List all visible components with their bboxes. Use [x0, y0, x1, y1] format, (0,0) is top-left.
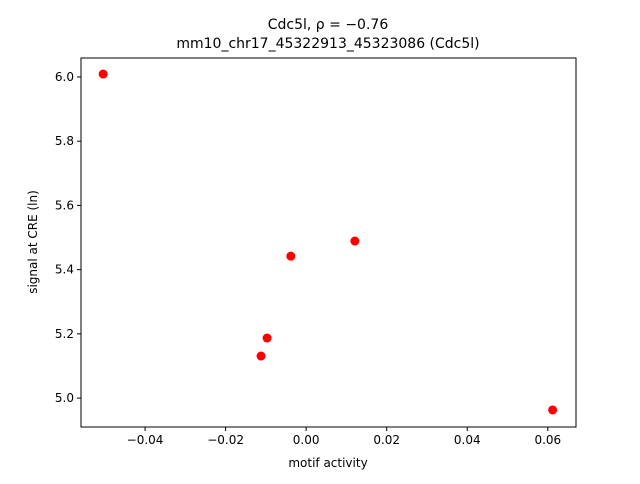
y-tick-label: 5.0: [55, 391, 74, 405]
x-tick-label: −0.04: [127, 433, 164, 447]
point: [98, 69, 108, 79]
y-axis-label: signal at CRE (ln): [26, 190, 40, 294]
y-tick-label: 5.8: [55, 134, 74, 148]
y-tick-label: 6.0: [55, 70, 74, 84]
x-tick-label: −0.02: [207, 433, 244, 447]
point: [548, 405, 558, 415]
point: [286, 251, 296, 261]
y-tick-label: 5.2: [55, 327, 74, 341]
chart-title: Cdc5l, ρ = −0.76: [268, 17, 389, 33]
x-axis-label: motif activity: [288, 456, 367, 470]
point: [350, 236, 360, 246]
x-tick-label: 0.06: [534, 433, 561, 447]
y-tick-label: 5.6: [55, 198, 74, 212]
chart-subtitle: mm10_chr17_45322913_45323086 (Cdc5l): [176, 36, 479, 52]
point: [262, 333, 272, 343]
x-tick-label: 0.02: [373, 433, 400, 447]
x-tick-label: 0.00: [293, 433, 320, 447]
plot-frame: [80, 57, 577, 428]
point: [256, 351, 266, 361]
x-tick-label: 0.04: [454, 433, 481, 447]
y-tick-label: 5.4: [55, 263, 74, 277]
